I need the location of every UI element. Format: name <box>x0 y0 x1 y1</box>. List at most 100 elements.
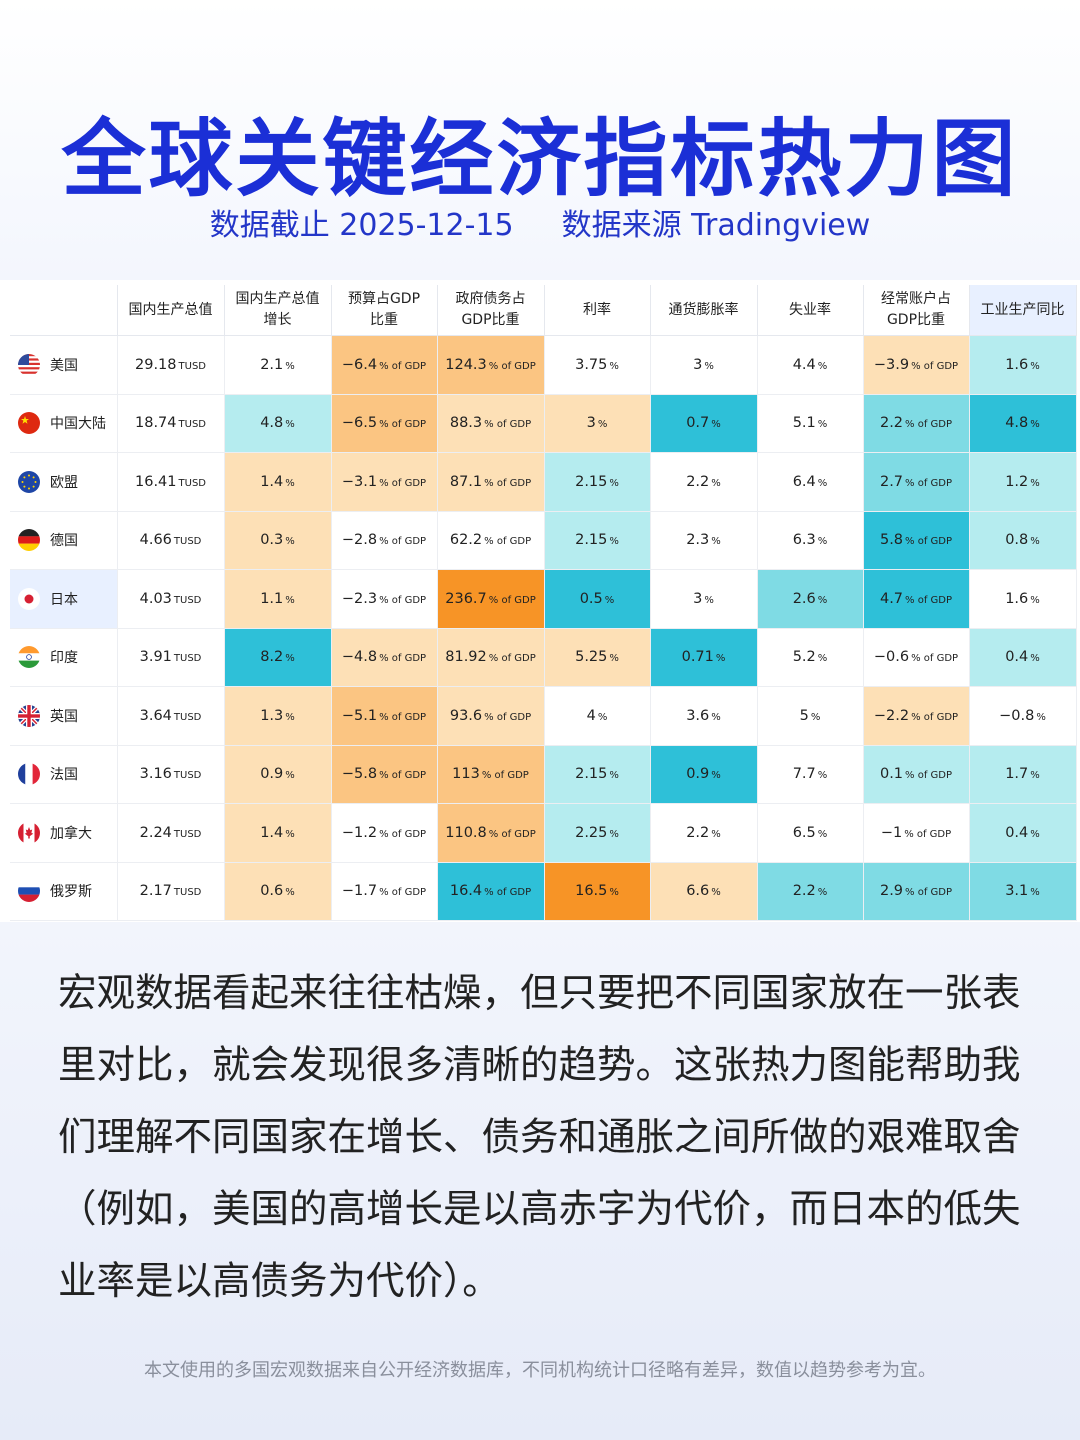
body-paragraph: 宏观数据看起来往往枯燥，但只要把不同国家放在一张表里对比，就会发现很多清晰的趋势… <box>58 971 1021 1304</box>
cell-value: 1.7 <box>1005 766 1029 783</box>
table-row: 印度 3.91 TUSD 8.2% −4.8% of GDP 81.92% of GDP 5… <box>10 628 1077 687</box>
value-cell: 2.6% <box>757 569 864 629</box>
value-cell: 81.92% of GDP <box>437 628 545 687</box>
table-row: 法国 3.16 TUSD 0.9% −5.8% of GDP 113% of GDP 2.1… <box>10 745 1077 804</box>
country-name: 加拿大 <box>50 825 92 842</box>
value-cell: 2.25% <box>544 803 651 863</box>
country-cell: 俄罗斯 <box>10 862 118 921</box>
cell-unit: % <box>1030 828 1040 840</box>
cell-value: 2.7 <box>879 473 904 490</box>
cell-value: 5.25 <box>575 649 608 666</box>
cell-unit: % <box>285 360 295 372</box>
data-date: 数据截止 2025-12-15 <box>209 208 514 243</box>
cell-unit: % <box>609 536 619 548</box>
cell-unit: % <box>711 419 721 431</box>
cell-value: −6.4 <box>341 356 378 373</box>
cell-value: 8.2 <box>260 649 284 666</box>
cell-unit: % <box>285 477 295 489</box>
value-cell: 2.15% <box>544 511 651 570</box>
table-row: 英国 3.64 TUSD 1.3% −5.1% of GDP 93.6% of GDP 4%… <box>10 686 1077 746</box>
cell-unit: % <box>817 770 828 782</box>
cell-unit: % <box>609 477 619 489</box>
value-cell: 0.9% <box>224 745 332 804</box>
cell-unit: % <box>810 711 821 723</box>
cell-unit: % <box>817 477 828 489</box>
value-cell: 16.4% of GDP <box>437 862 545 921</box>
cell-value: 5.2 <box>792 649 816 666</box>
country-name: 俄罗斯 <box>50 884 92 901</box>
value-cell: 5% <box>757 686 864 746</box>
footnote: 本文使用的多国宏观数据来自公开经济数据库，不同机构统计口径略有差异，数值以趋势参… <box>144 1360 936 1381</box>
value-cell: 3% <box>650 335 758 395</box>
value-cell: 3% <box>544 394 651 453</box>
cell-value: 2.24 <box>139 824 172 841</box>
cell-value: 5.8 <box>879 532 904 549</box>
cell-value: 6.5 <box>792 824 816 841</box>
value-cell: 2.1% <box>224 335 332 395</box>
cell-value: 7.7 <box>792 766 816 783</box>
cell-unit: % <box>609 360 619 372</box>
us-flag-icon <box>18 353 40 376</box>
cell-value: 1.4 <box>260 824 284 841</box>
cell-value: 3.64 <box>139 707 172 724</box>
value-cell: 5.25% <box>544 628 651 687</box>
value-cell: 18.74 TUSD <box>117 394 225 453</box>
cell-unit: % of GDP <box>905 887 953 899</box>
cell-value: 2.6 <box>792 590 816 607</box>
cell-value: −0.6 <box>873 649 910 666</box>
cell-unit: % <box>1030 887 1040 899</box>
value-cell: 0.7% <box>650 394 758 453</box>
value-cell: 0.1% of GDP <box>863 745 970 804</box>
value-cell: 110.8% of GDP <box>437 803 545 863</box>
cell-value: 2.2 <box>792 883 816 900</box>
value-cell: −2.2% of GDP <box>863 686 970 746</box>
value-cell: −5.8% of GDP <box>331 745 438 804</box>
cell-unit: % of GDP <box>484 887 532 899</box>
value-cell: 3.75% <box>544 335 651 395</box>
value-cell: −6.5% of GDP <box>331 394 438 453</box>
cell-unit: % of GDP <box>905 536 953 548</box>
value-cell: 1.6% <box>969 569 1077 629</box>
value-cell: 1.4% <box>224 452 332 512</box>
cell-value: −3.1 <box>341 473 378 490</box>
value-cell: 4.03 TUSD <box>117 569 225 629</box>
country-cell: 日本 <box>10 569 118 629</box>
cell-value: −0.8 <box>999 707 1035 724</box>
cell-value: 0.4 <box>1005 649 1029 666</box>
cell-value: 18.74 <box>135 415 177 432</box>
cell-unit: % <box>1030 360 1040 372</box>
cell-unit: % <box>817 360 828 372</box>
column-header: 通货膨胀率 <box>650 285 758 336</box>
table-row: 中国大陆 18.74 TUSD 4.8% −6.5% of GDP 88.3% of GD… <box>10 394 1077 453</box>
cell-value: 113 <box>452 766 480 783</box>
cell-unit: % of GDP <box>379 360 427 372</box>
value-cell: 2.2% <box>757 862 864 921</box>
header-background <box>0 0 1080 280</box>
cell-unit: % <box>1030 653 1040 665</box>
value-cell: 6.5% <box>757 803 864 863</box>
cell-value: 1.2 <box>1005 473 1029 490</box>
cell-unit: % <box>609 828 619 840</box>
country-cell: 英国 <box>10 686 118 746</box>
column-header: 利率 <box>544 285 651 336</box>
value-cell: −5.1% of GDP <box>331 686 438 746</box>
cell-unit: % of GDP <box>904 828 952 840</box>
data-source: 数据来源 Tradingview <box>561 208 871 243</box>
cell-unit: % of GDP <box>379 828 427 840</box>
column-header: 国内生产总值 <box>117 285 225 336</box>
value-cell: 3.6% <box>650 686 758 746</box>
cell-unit: % of GDP <box>379 887 427 899</box>
country-name: 美国 <box>50 357 78 374</box>
cell-value: 29.18 <box>135 356 177 373</box>
value-cell: 3.91 TUSD <box>117 628 225 687</box>
value-cell: 0.4% <box>969 628 1077 687</box>
column-header: 预算占GDP 比重 <box>331 285 438 336</box>
country-cell: 法国 <box>10 745 118 804</box>
country-name: 日本 <box>50 591 78 608</box>
cell-value: 16.41 <box>135 473 177 490</box>
cell-unit: % of GDP <box>481 770 529 782</box>
cell-unit: % of GDP <box>905 770 953 782</box>
cell-unit: % of GDP <box>905 477 953 489</box>
cell-value: 93.6 <box>449 707 483 724</box>
cell-unit: % of GDP <box>905 594 953 606</box>
